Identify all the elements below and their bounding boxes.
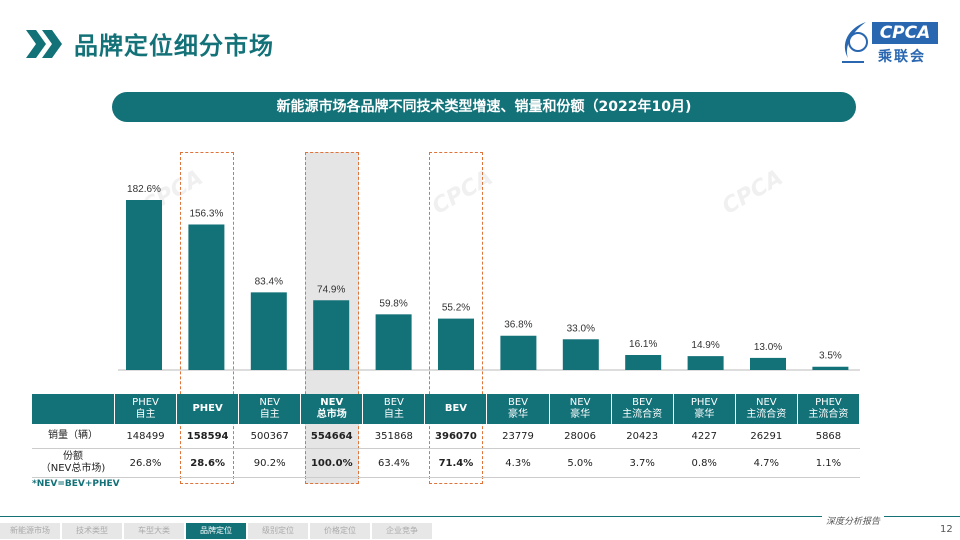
table-cell: 5.0%	[549, 448, 612, 478]
bar-value-label: 55.2%	[442, 303, 470, 314]
table-cell: 20423	[611, 424, 674, 449]
bar-4	[375, 314, 412, 370]
data-table: PHEV 自主 PHEV NEV 自主 NEV 总市场 BEV 自主 BEV BEV 豪华 N…	[32, 394, 861, 478]
bar-1	[188, 224, 225, 370]
chart-subtitle: 新能源市场各品牌不同技术类型增速、销量和份额（2022年10月)	[112, 92, 856, 122]
table-cell: 1.1%	[797, 448, 861, 478]
table-row: 销量（辆） 148499 158594 500367 554664 351868 39607…	[32, 424, 861, 449]
table-column-header: NEV 主流合资	[735, 394, 798, 424]
table-corner	[32, 394, 115, 424]
page-title: 品牌定位细分市场	[74, 32, 274, 60]
bar-value-label: 59.8%	[379, 298, 407, 309]
nav-tab[interactable]: 技术类型	[62, 523, 122, 539]
table-row-header: 销量（辆）	[32, 424, 115, 449]
nav-tab[interactable]: 新能源市场	[0, 523, 60, 539]
table-column-header: BEV 豪华	[486, 394, 550, 424]
table-cell: 554664	[300, 424, 364, 449]
table-cell: 28.6%	[176, 448, 240, 478]
table-column-header: PHEV 主流合资	[797, 394, 861, 424]
table-column-header: BEV 自主	[362, 394, 426, 424]
nav-tab[interactable]: 品牌定位	[186, 523, 246, 539]
logo-cn-text: 乘联会	[878, 49, 926, 65]
table-column-header: PHEV 自主	[114, 394, 178, 424]
table-column-header: BEV	[424, 394, 488, 424]
table-cell: 23779	[486, 424, 550, 449]
bar-2	[250, 292, 287, 370]
bar-8	[625, 355, 662, 370]
table-cell: 5868	[797, 424, 861, 449]
bar-value-label: 83.4%	[255, 276, 283, 287]
bar-value-label: 33.0%	[567, 323, 595, 334]
table-cell: 26.8%	[114, 448, 178, 478]
table-cell: 63.4%	[362, 448, 426, 478]
table-cell: 4.7%	[735, 448, 798, 478]
highlight-phev	[180, 152, 234, 484]
table-cell: 100.0%	[300, 448, 364, 478]
table-column-header: BEV 主流合资	[611, 394, 674, 424]
nav-tab[interactable]: 车型大类	[124, 523, 184, 539]
bar-value-label: 36.8%	[504, 320, 532, 331]
bar-7	[562, 339, 599, 370]
bar-5	[438, 318, 474, 370]
footnote: *NEV=BEV+PHEV	[32, 479, 120, 489]
table-row: 份额 （NEV总市场) 26.8% 28.6% 90.2% 100.0% 63.4% 71.…	[32, 448, 861, 478]
table-cell: 148499	[114, 424, 178, 449]
bar-value-label: 74.9%	[317, 284, 345, 295]
logo-text: CPCA	[872, 22, 938, 44]
bar-value-label: 16.1%	[629, 339, 657, 350]
bar-0	[126, 200, 162, 370]
table-cell: 90.2%	[238, 448, 302, 478]
nav-tab[interactable]: 级别定位	[248, 523, 308, 539]
table-cell: 28006	[549, 424, 612, 449]
table-header-row: PHEV 自主 PHEV NEV 自主 NEV 总市场 BEV 自主 BEV BEV 豪华 N…	[32, 394, 861, 424]
nav-tab[interactable]: 企业竞争	[372, 523, 432, 539]
table-cell: 0.8%	[673, 448, 736, 478]
table-cell: 3.7%	[611, 448, 674, 478]
bar-value-label: 156.3%	[189, 208, 223, 219]
chevrons-icon	[26, 30, 62, 58]
table-cell: 500367	[238, 424, 302, 449]
bar-3	[313, 300, 350, 370]
table-column-header: PHEV 豪华	[673, 394, 736, 424]
bar-value-label: 3.5%	[819, 351, 842, 362]
table-cell: 4.3%	[486, 448, 550, 478]
bar-10	[750, 357, 786, 370]
table-cell: 26291	[735, 424, 798, 449]
bar-value-label: 13.0%	[754, 342, 782, 353]
highlight-bev	[429, 152, 483, 484]
report-tagline: 深度分析报告	[822, 514, 885, 527]
table-cell: 158594	[176, 424, 240, 449]
table-cell: 71.4%	[424, 448, 488, 478]
table-cell: 351868	[362, 424, 426, 449]
footer-divider	[0, 516, 960, 517]
table-column-header: NEV 总市场	[300, 394, 364, 424]
bar-value-label: 14.9%	[691, 340, 719, 351]
table-row-header: 份额 （NEV总市场)	[32, 448, 115, 478]
logo-swoosh-icon	[842, 22, 868, 63]
cpca-logo: CPCA 乘联会	[836, 18, 942, 68]
table-cell: 396070	[424, 424, 488, 449]
table-cell: 4227	[673, 424, 736, 449]
bar-6	[500, 335, 537, 370]
bar-value-label: 182.6%	[127, 184, 161, 195]
table-column-header: PHEV	[176, 394, 240, 424]
section-nav: 新能源市场 技术类型 车型大类 品牌定位 级别定位 价格定位 企业竞争	[0, 523, 434, 539]
nav-tab[interactable]: 价格定位	[310, 523, 370, 539]
table-column-header: NEV 自主	[238, 394, 302, 424]
bar-9	[687, 356, 724, 370]
page-number: 12	[940, 524, 953, 535]
table-column-header: NEV 豪华	[549, 394, 612, 424]
bar-11	[812, 366, 849, 370]
